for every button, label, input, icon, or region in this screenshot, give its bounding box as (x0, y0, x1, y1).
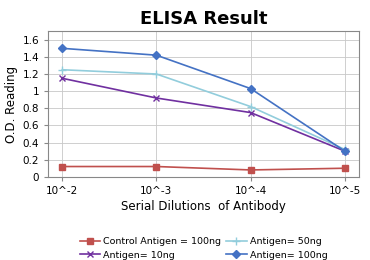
Control Antigen = 100ng (343, 167, 347, 170)
Line: Antigen= 100ng: Antigen= 100ng (60, 46, 347, 154)
Antigen= 100ng (343, 150, 347, 153)
Antigen= 50ng (60, 68, 64, 71)
Antigen= 50ng (248, 105, 253, 108)
Y-axis label: O.D. Reading: O.D. Reading (5, 66, 18, 142)
Antigen= 50ng (154, 73, 159, 76)
Antigen= 100ng (248, 87, 253, 90)
Control Antigen = 100ng (154, 165, 159, 168)
Control Antigen = 100ng (248, 168, 253, 172)
Antigen= 50ng (343, 148, 347, 151)
Antigen= 10ng (60, 77, 64, 80)
Antigen= 10ng (248, 111, 253, 114)
Antigen= 10ng (343, 150, 347, 153)
Line: Control Antigen = 100ng: Control Antigen = 100ng (60, 164, 347, 173)
X-axis label: Serial Dilutions  of Antibody: Serial Dilutions of Antibody (121, 200, 286, 213)
Control Antigen = 100ng (60, 165, 64, 168)
Legend: Control Antigen = 100ng, Antigen= 10ng, Antigen= 50ng, Antigen= 100ng: Control Antigen = 100ng, Antigen= 10ng, … (80, 237, 327, 259)
Antigen= 100ng (154, 54, 159, 57)
Antigen= 10ng (154, 96, 159, 100)
Line: Antigen= 50ng: Antigen= 50ng (58, 66, 349, 154)
Antigen= 100ng (60, 47, 64, 50)
Title: ELISA Result: ELISA Result (140, 10, 267, 28)
Line: Antigen= 10ng: Antigen= 10ng (59, 75, 348, 155)
